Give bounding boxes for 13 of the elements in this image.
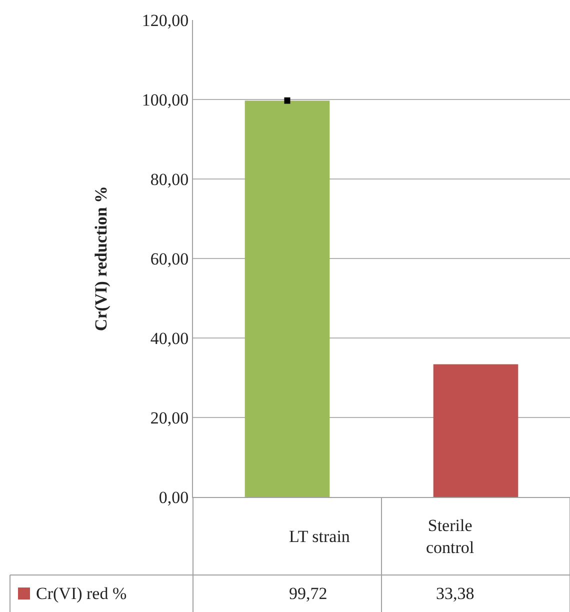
y-axis-title: Cr(VI) reduction % xyxy=(91,186,110,332)
y-tick-label: 100,00 xyxy=(142,90,189,110)
y-tick-label: 80,00 xyxy=(150,170,189,189)
data-label: 99,72 xyxy=(289,584,328,603)
y-tick-label: 0,00 xyxy=(158,488,189,507)
x-tick-label: Sterile control xyxy=(426,516,474,558)
x-tick-label: LT strain xyxy=(289,527,350,546)
legend-label: Cr(VI) red % xyxy=(36,584,127,603)
y-tick-label: 20,00 xyxy=(150,408,189,428)
y-tick-label: 40,00 xyxy=(150,328,189,348)
y-tick-label: 120,00 xyxy=(142,10,189,30)
data-label: 33,38 xyxy=(436,584,474,603)
y-tick-label: 60,00 xyxy=(150,249,189,268)
